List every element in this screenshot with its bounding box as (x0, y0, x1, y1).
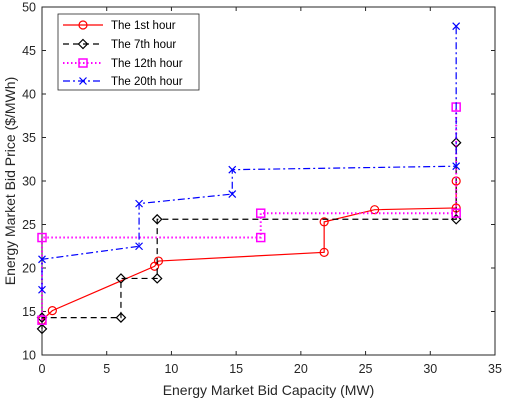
data-point (255, 232, 266, 243)
series-layer (36, 22, 462, 335)
series-line-the-7th-hour (41, 142, 457, 329)
legend-label-12th-hour: The 12th hour (111, 58, 183, 70)
x-tick-label: 30 (423, 362, 437, 376)
x-tick-label: 5 (103, 362, 110, 376)
y-tick-label: 50 (22, 1, 36, 15)
data-point (38, 285, 46, 294)
data-point (38, 255, 46, 264)
data-point (319, 217, 329, 227)
y-tick-label: 20 (22, 262, 36, 276)
legend: The 1st hour The 7th hour The 12th hour … (57, 13, 200, 91)
legend-entry-12th-hour: The 12th hour (63, 58, 183, 70)
data-point (228, 165, 237, 174)
legend-box (57, 13, 200, 91)
x-tick-label: 35 (488, 362, 502, 376)
legend-marker-20th-hour (79, 77, 87, 85)
data-point (135, 242, 143, 251)
data-point (370, 205, 380, 215)
y-tick-label: 15 (22, 305, 36, 319)
legend-marker-7th-hour (77, 38, 89, 50)
data-point (115, 312, 127, 323)
series-line-the-20th-hour (41, 26, 457, 290)
data-point (135, 199, 143, 208)
data-point (36, 323, 48, 335)
legend-label-20th-hour: The 20th hour (111, 76, 183, 88)
series-line-the-1st-hour (41, 181, 457, 321)
data-point (153, 256, 164, 266)
x-tick-label: 10 (164, 362, 178, 376)
data-point (37, 315, 47, 325)
data-point (151, 273, 163, 284)
legend-marker-1st-hour (78, 20, 88, 30)
legend-label-1st-hour: The 1st hour (111, 20, 176, 32)
series-the-20th-hour (38, 22, 461, 294)
data-point (451, 208, 461, 218)
ticks-layer: 0 5 10 15 20 25 30 35 10 15 20 25 30 35 40 45 50 (22, 1, 502, 377)
y-axis-label: Energy Market Bid Price ($/MWh) (2, 77, 18, 286)
y-tick-label: 45 (22, 44, 36, 58)
legend-entry-7th-hour: The 7th hour (63, 38, 176, 51)
y-tick-label: 35 (22, 131, 36, 145)
x-tick-label: 25 (359, 362, 373, 376)
legend-marker-12th-hour (78, 58, 88, 68)
series-line-the-12th-hour (41, 107, 458, 321)
data-point (255, 208, 266, 218)
legend-entry-1st-hour: The 1st hour (63, 20, 176, 32)
data-point (151, 213, 163, 225)
y-tick-label: 10 (22, 349, 36, 363)
x-tick-label: 20 (294, 362, 308, 376)
data-point (47, 306, 57, 316)
legend-entry-20th-hour: The 20th hour (63, 76, 183, 88)
data-point (228, 190, 237, 198)
data-point (452, 22, 461, 31)
y-tick-label: 30 (22, 175, 36, 189)
data-point (115, 273, 127, 284)
legend-label-7th-hour: The 7th hour (111, 39, 176, 51)
y-tick-label: 25 (22, 218, 36, 232)
y-tick-label: 40 (22, 88, 36, 102)
data-point (37, 232, 47, 243)
data-point (452, 162, 461, 171)
data-point (319, 247, 329, 257)
x-tick-label: 15 (229, 362, 243, 376)
x-axis-label: Energy Market Bid Capacity (MW) (163, 382, 375, 398)
x-tick-label: 0 (39, 362, 46, 376)
